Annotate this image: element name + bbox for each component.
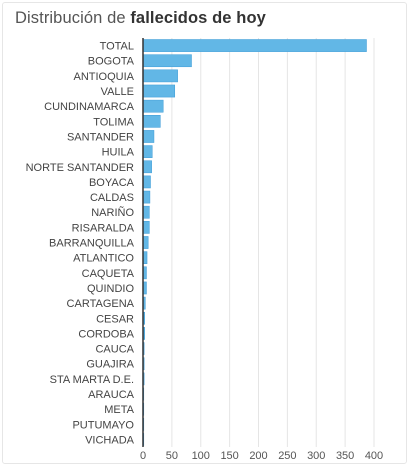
x-tick-label: 300 [307, 450, 325, 462]
category-label: TOLIMA [93, 116, 134, 128]
x-tick-label: 200 [249, 450, 267, 462]
bar[interactable] [142, 190, 151, 204]
category-label: CORDOBA [78, 328, 134, 340]
category-label: BARRANQUILLA [49, 238, 135, 250]
category-label: CARTAGENA [67, 298, 135, 310]
x-tick-label: 50 [166, 450, 178, 462]
category-label: ARAUCA [88, 389, 135, 401]
category-label: GUAJIRA [86, 359, 134, 371]
x-tick-label: 100 [192, 450, 210, 462]
bar[interactable] [142, 39, 367, 52]
category-label: VALLE [101, 86, 134, 98]
x-tick-label: 350 [336, 450, 354, 462]
category-label: BOYACA [89, 177, 135, 189]
bar[interactable] [142, 175, 151, 189]
category-label: META [104, 404, 134, 416]
category-label: RISARALDA [72, 222, 135, 234]
category-label: VICHADA [85, 434, 135, 446]
bar[interactable] [142, 99, 164, 113]
bar[interactable] [142, 54, 192, 68]
category-label: NARIÑO [91, 206, 134, 219]
bar[interactable] [142, 130, 155, 143]
bar[interactable] [142, 236, 149, 249]
category-label: QUINDIO [87, 283, 135, 295]
bar[interactable] [142, 145, 153, 158]
chart-title-prefix: Distribución de [15, 9, 131, 27]
category-label: CAUCA [95, 344, 134, 356]
bar[interactable] [142, 205, 150, 219]
category-label: CALDAS [90, 192, 134, 204]
category-label: TOTAL [100, 41, 134, 53]
chart-card [2, 2, 407, 464]
category-label: ANTIOQUIA [73, 71, 134, 83]
x-tick-label: 400 [365, 450, 383, 462]
category-label: CAQUETA [82, 268, 135, 280]
bar[interactable] [142, 84, 176, 98]
category-label: HUILA [102, 147, 135, 159]
category-label: CUNDINAMARCA [44, 101, 135, 113]
category-label: BOGOTA [88, 56, 135, 68]
category-label: PUTUMAYO [72, 419, 134, 431]
category-label: SANTANDER [67, 131, 134, 143]
chart-title: Distribución de fallecidos de hoy [15, 9, 266, 28]
category-label: CESAR [96, 313, 134, 325]
category-label: ATLANTICO [73, 253, 134, 265]
bar[interactable] [142, 69, 178, 83]
bar[interactable] [142, 115, 161, 128]
category-label: NORTE SANTANDER [26, 162, 134, 174]
x-tick-label: 250 [278, 450, 296, 462]
x-tick-label: 0 [140, 450, 146, 462]
chart-title-bold: fallecidos de hoy [130, 9, 266, 27]
category-label: STA MARTA D.E. [50, 374, 134, 386]
x-tick-label: 150 [220, 450, 238, 462]
bar[interactable] [142, 160, 152, 174]
bar[interactable] [142, 221, 150, 234]
